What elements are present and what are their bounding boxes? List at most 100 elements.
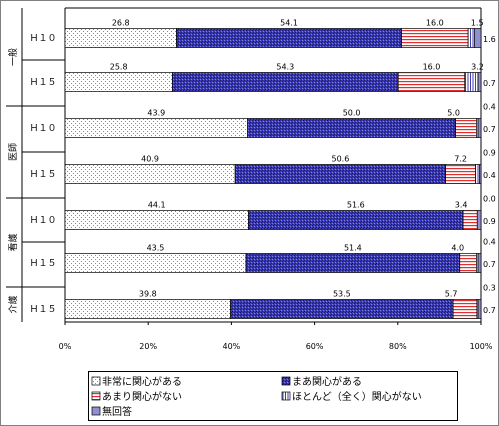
data-label: 5.0 (447, 109, 460, 118)
data-label: 43.9 (147, 109, 165, 118)
x-tick-label: 40% (223, 342, 241, 351)
bar-segment (64, 118, 248, 138)
data-label: 54.3 (276, 63, 294, 72)
bar-segment (459, 253, 477, 273)
data-label: 53.5 (333, 290, 351, 299)
group-label: 看護 (7, 233, 19, 251)
legend-box (88, 371, 458, 421)
legend-label: まあ関心がある (292, 375, 362, 388)
bar-row (64, 253, 482, 273)
x-tick-label: 100% (470, 342, 493, 351)
legend-swatch (91, 391, 101, 401)
data-label: 0.7 (483, 125, 496, 134)
bar-segment (467, 28, 475, 48)
data-label: 0.0 (483, 195, 496, 204)
data-label: 50.6 (331, 155, 349, 164)
data-label: 0.4 (483, 171, 496, 180)
legend-swatch (281, 391, 291, 401)
bar-area (64, 28, 482, 319)
bar-segment (445, 164, 476, 184)
group-label: 一般 (7, 48, 19, 66)
row-label: Ｈ１０ (29, 124, 56, 134)
bar-segment (176, 28, 402, 48)
bar-row (64, 210, 482, 230)
data-label: 1.5 (471, 19, 484, 28)
data-label: 39.8 (139, 290, 157, 299)
data-label: 0.3 (483, 284, 496, 293)
bar-segment (64, 253, 247, 273)
legend-label: 非常に関心がある (102, 375, 182, 388)
data-label: 0.4 (483, 103, 496, 112)
data-label: 16.0 (426, 19, 444, 28)
data-label: 3.4 (455, 201, 468, 210)
group-label: 介護 (7, 295, 19, 313)
bar-segment (171, 72, 399, 92)
bar-segment (401, 28, 469, 48)
bar-segment (477, 72, 482, 92)
data-label: 0.7 (483, 260, 496, 269)
legend-label: あまり関心がない (102, 390, 182, 403)
bar-segment (247, 118, 456, 138)
data-label: 4.0 (451, 244, 464, 253)
data-label: 0.7 (483, 79, 496, 88)
x-tick-label: 80% (389, 342, 407, 351)
row-label: Ｈ１０ (29, 216, 56, 226)
bar-segment (64, 210, 249, 230)
bar-row (64, 299, 482, 319)
data-label: 7.2 (454, 155, 467, 164)
group-label: 医師 (7, 143, 19, 161)
bar-segment (477, 118, 482, 138)
bar-row (64, 164, 482, 184)
bar-row (64, 72, 482, 92)
bar-segment (462, 210, 478, 230)
legend-swatch (91, 406, 101, 416)
data-label: 0.4 (483, 238, 496, 247)
bar-row (64, 118, 482, 138)
data-label: 5.7 (445, 290, 458, 299)
bar-segment (464, 72, 479, 92)
legend-label: ほとんど（全く）関心がない (292, 390, 422, 403)
bar-segment (455, 118, 477, 138)
bar-segment (478, 164, 482, 184)
legend-label: 無回答 (102, 405, 132, 418)
row-label: Ｈ１０ (29, 34, 56, 44)
x-axis: 0% 20% 40% 60% 80% 100% (59, 322, 493, 351)
data-label: 51.4 (344, 244, 362, 253)
bar-segment (452, 299, 478, 319)
bar-segment (473, 28, 482, 48)
data-label: 51.6 (347, 201, 365, 210)
bar-segment (230, 299, 454, 319)
bar-segment (476, 210, 482, 230)
legend-swatch (281, 376, 291, 386)
bar-row (64, 28, 482, 48)
data-label: 43.5 (147, 244, 165, 253)
bar-segment (397, 72, 466, 92)
bar-segment (477, 253, 482, 273)
bar-segment (64, 28, 177, 48)
bar-segment (475, 164, 480, 184)
data-label: 54.1 (280, 19, 298, 28)
bar-segment (245, 253, 461, 273)
x-tick-label: 60% (306, 342, 324, 351)
row-label: Ｈ１５ (29, 170, 56, 180)
row-label: Ｈ１５ (29, 305, 56, 315)
data-label: 0.9 (483, 217, 496, 226)
bar-segment (64, 164, 236, 184)
x-tick-label: 20% (139, 342, 157, 351)
data-label: 40.9 (141, 155, 159, 164)
bar-segment (64, 72, 173, 92)
data-label: 0.9 (483, 149, 496, 158)
data-label: 26.8 (112, 19, 130, 28)
data-label: 0.7 (483, 306, 496, 315)
data-label: 3.2 (471, 63, 484, 72)
data-label: 16.0 (423, 63, 441, 72)
bar-segment (477, 299, 482, 319)
row-label: Ｈ１５ (29, 259, 56, 269)
data-label: 25.8 (110, 63, 128, 72)
bar-segment (64, 299, 231, 319)
data-label: 44.1 (148, 201, 166, 210)
